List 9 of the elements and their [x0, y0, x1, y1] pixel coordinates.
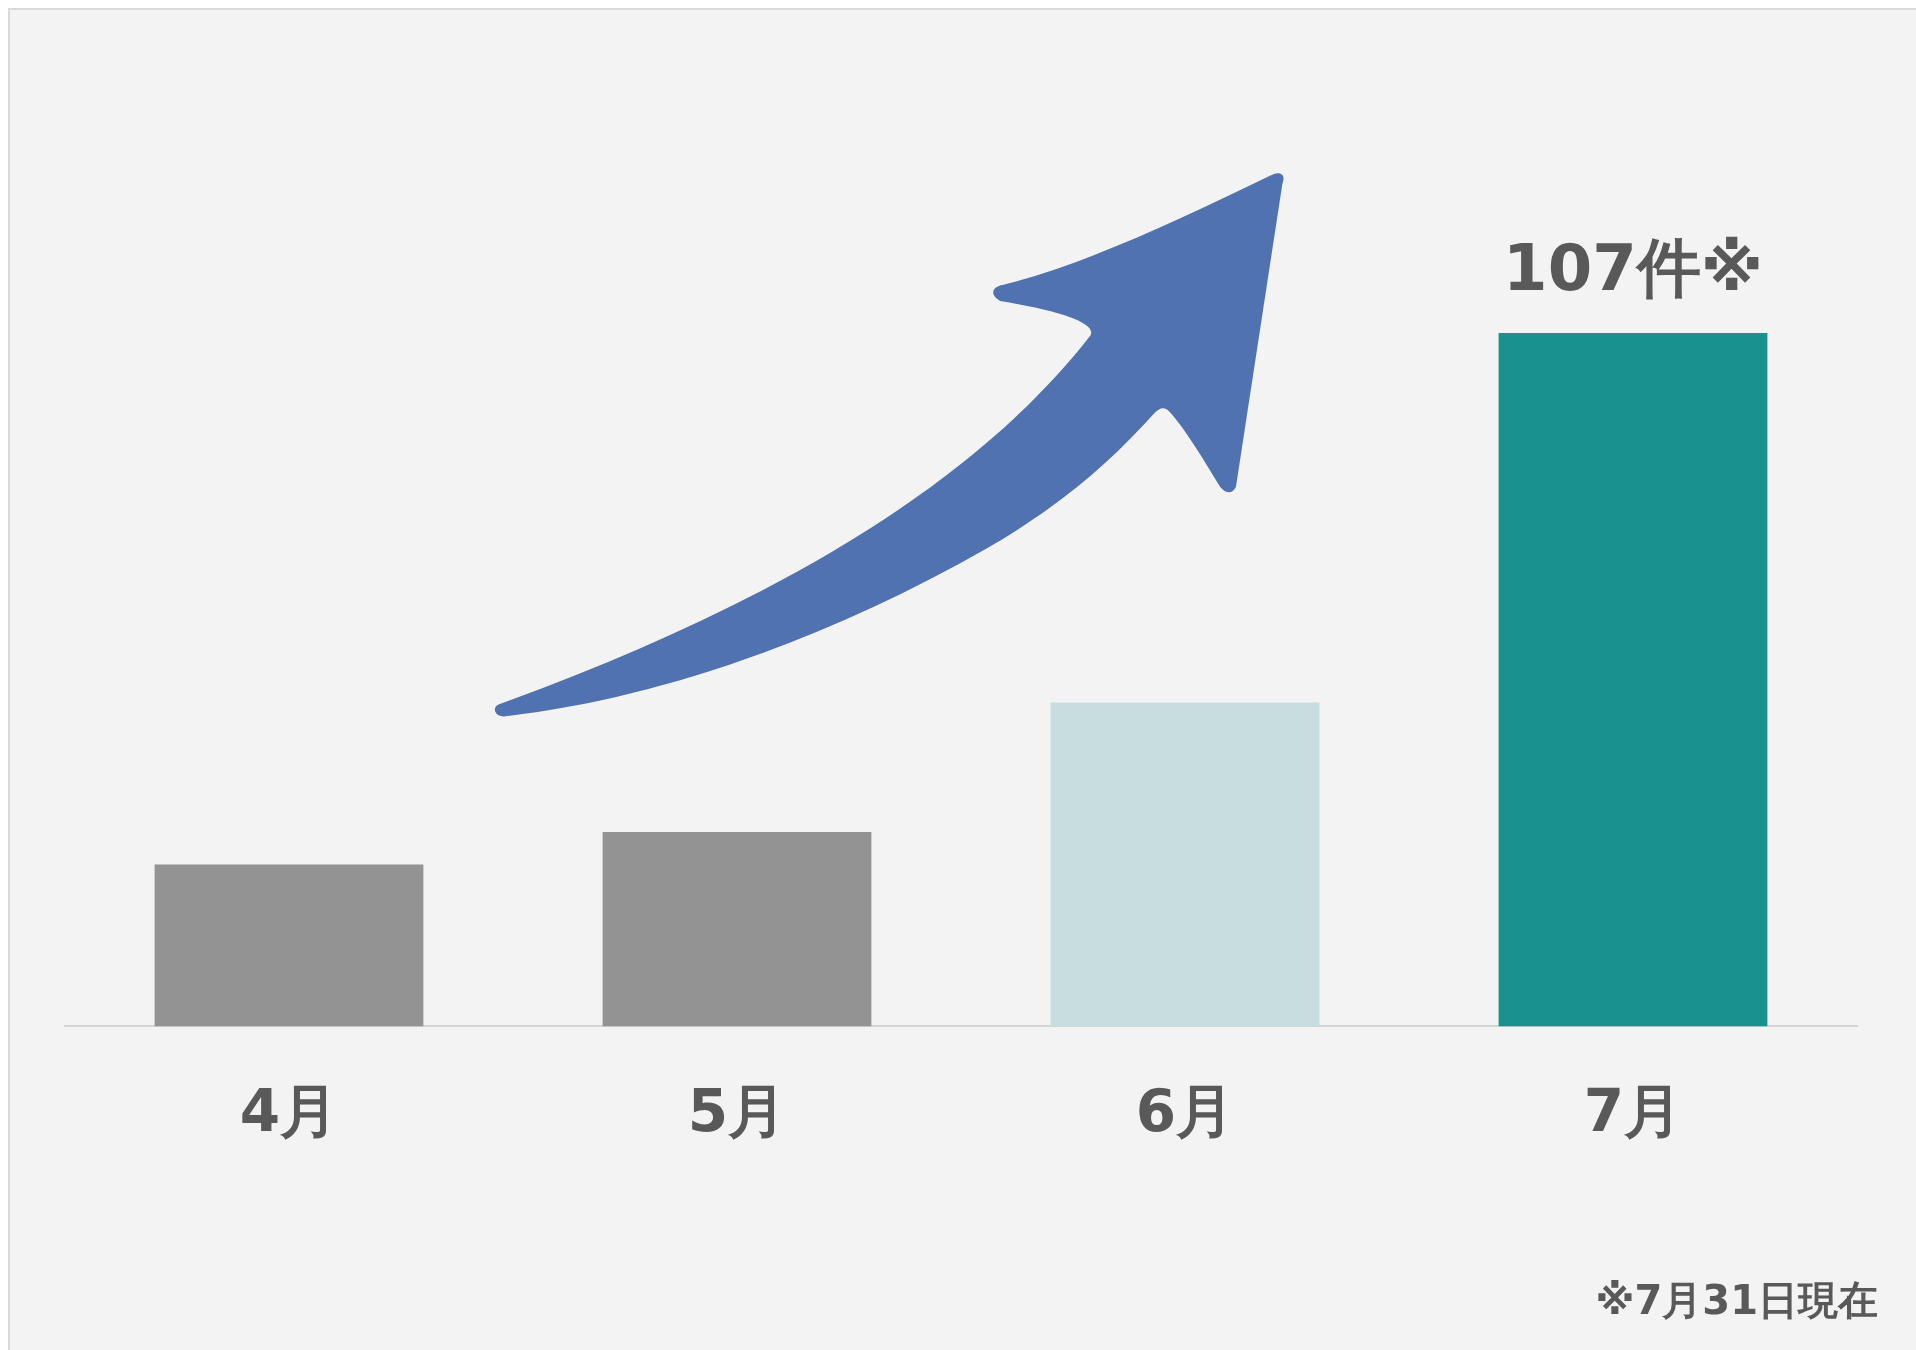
- bar: [1498, 333, 1768, 1027]
- x-tick-label: 6月: [1135, 1077, 1235, 1146]
- bar: [602, 831, 872, 1027]
- x-tick-label: 5月: [687, 1077, 787, 1146]
- x-tick-label: 4月: [239, 1077, 339, 1146]
- bar: [154, 864, 424, 1027]
- data-label: 107件※: [1503, 230, 1763, 305]
- x-tick-label: 7月: [1583, 1077, 1683, 1146]
- text: ※7月31日現在: [1595, 1277, 1878, 1324]
